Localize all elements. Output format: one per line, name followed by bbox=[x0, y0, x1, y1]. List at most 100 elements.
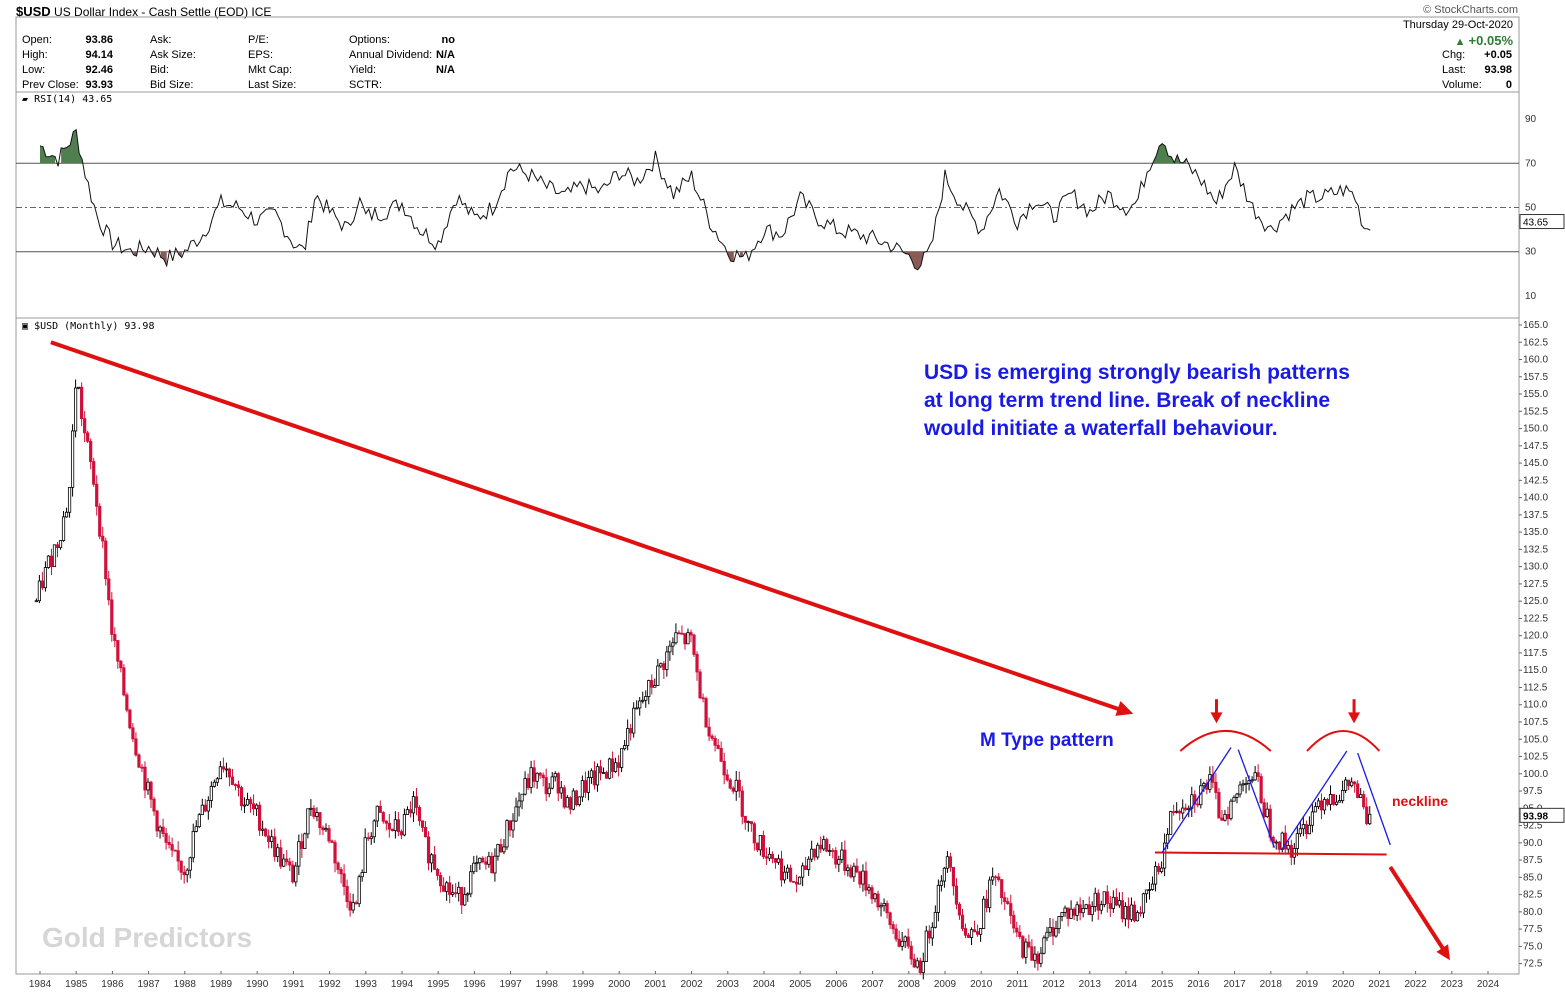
candle-body bbox=[846, 867, 850, 871]
candle-body bbox=[683, 633, 687, 645]
candle-body bbox=[49, 555, 54, 568]
candle-body bbox=[713, 737, 717, 746]
candle-body bbox=[752, 823, 756, 844]
candle-body bbox=[707, 726, 711, 737]
candle-body bbox=[725, 774, 729, 781]
candle-body bbox=[378, 805, 382, 813]
price-panel bbox=[34, 379, 1372, 980]
candle-body bbox=[1060, 912, 1064, 917]
candle-body bbox=[982, 898, 986, 929]
candle-body bbox=[1368, 813, 1372, 825]
x-tick-label: 1998 bbox=[536, 979, 559, 990]
candle-body bbox=[448, 882, 452, 895]
candle-body bbox=[110, 599, 114, 635]
candle-body bbox=[1325, 799, 1330, 805]
candle-body bbox=[80, 386, 84, 420]
candle-body bbox=[985, 898, 989, 909]
quote-asksize-label: Ask Size: bbox=[150, 49, 196, 61]
candle-body bbox=[523, 778, 527, 795]
candle-body bbox=[1283, 832, 1287, 850]
candle-body bbox=[776, 858, 781, 863]
x-tick-label: 2001 bbox=[644, 979, 667, 990]
candle-body bbox=[43, 567, 48, 589]
candle-body bbox=[242, 804, 247, 807]
candle-body bbox=[1144, 889, 1149, 895]
candle-body bbox=[680, 632, 684, 635]
candle-body bbox=[662, 663, 666, 670]
candle-body bbox=[73, 387, 78, 432]
candle-body bbox=[1072, 908, 1076, 916]
price-y-tick: 92.5 bbox=[1523, 821, 1543, 832]
candle-body bbox=[1347, 779, 1351, 787]
candle-body bbox=[1000, 879, 1004, 899]
rsi-overbought-fill bbox=[40, 145, 56, 164]
candle-body bbox=[514, 806, 518, 822]
candle-body bbox=[891, 924, 895, 930]
candle-body bbox=[647, 680, 651, 697]
rsi-y-tick: 90 bbox=[1525, 114, 1537, 125]
candle-body bbox=[816, 844, 820, 858]
candle-body bbox=[997, 876, 1001, 881]
price-y-tick: 120.0 bbox=[1523, 631, 1548, 642]
top-down-arrow-1-head bbox=[1210, 712, 1223, 724]
candle-body bbox=[1051, 926, 1055, 937]
quote-bid-label: Bid: bbox=[150, 64, 169, 76]
candle-body bbox=[64, 511, 69, 518]
candle-body bbox=[791, 880, 796, 883]
candle-body bbox=[1054, 928, 1058, 937]
candle-body bbox=[209, 785, 213, 801]
candle-body bbox=[98, 505, 102, 537]
candle-body bbox=[161, 826, 165, 834]
candle-body bbox=[532, 767, 536, 782]
candle-body bbox=[137, 754, 141, 768]
candle-body bbox=[303, 833, 307, 849]
candle-body bbox=[426, 836, 431, 864]
candle-body bbox=[155, 810, 159, 832]
candle-body bbox=[1102, 891, 1106, 906]
candle-body bbox=[819, 844, 823, 850]
candle-body bbox=[460, 886, 464, 906]
candle-body bbox=[852, 865, 856, 878]
price-y-tick: 100.0 bbox=[1523, 769, 1548, 780]
candle-body bbox=[1289, 845, 1293, 858]
candle-body bbox=[306, 808, 310, 835]
candle-body bbox=[1108, 903, 1112, 909]
annotation-line-2: at long term trend line. Break of neckli… bbox=[924, 389, 1331, 412]
candle-body bbox=[626, 728, 630, 746]
quote-options-label: Options: bbox=[349, 34, 390, 46]
candle-body bbox=[1033, 953, 1037, 961]
candle-body bbox=[541, 774, 545, 779]
candle-body bbox=[924, 930, 928, 962]
candle-body bbox=[363, 837, 367, 873]
price-y-tick: 90.0 bbox=[1523, 838, 1543, 849]
candle-body bbox=[1039, 952, 1043, 964]
candle-body bbox=[843, 849, 847, 871]
candle-body bbox=[894, 928, 898, 940]
candle-body bbox=[336, 862, 340, 870]
candle-body bbox=[101, 535, 105, 542]
candle-body bbox=[571, 790, 575, 810]
candle-body bbox=[393, 819, 397, 831]
candle-body bbox=[200, 804, 204, 816]
candle-body bbox=[568, 797, 572, 810]
x-tick-label: 2006 bbox=[825, 979, 848, 990]
candle-body bbox=[104, 540, 108, 580]
candle-body bbox=[345, 886, 349, 903]
candle-body bbox=[496, 844, 500, 857]
candle-body bbox=[1132, 904, 1137, 922]
price-y-tick: 142.5 bbox=[1523, 475, 1548, 486]
candle-body bbox=[641, 699, 645, 702]
candle-body bbox=[656, 665, 660, 686]
price-y-tick: 87.5 bbox=[1523, 855, 1543, 866]
annotation-overlay bbox=[50, 340, 1450, 961]
quote-yield-label: Yield: bbox=[349, 64, 377, 76]
candle-body bbox=[520, 793, 524, 802]
candle-body bbox=[837, 859, 841, 865]
price-y-tick: 77.5 bbox=[1523, 924, 1543, 935]
candle-body bbox=[659, 663, 663, 667]
candle-body bbox=[583, 780, 588, 793]
candle-body bbox=[580, 780, 584, 798]
x-tick-label: 1987 bbox=[137, 979, 160, 990]
candle-body bbox=[86, 432, 90, 442]
candle-body bbox=[589, 770, 594, 778]
